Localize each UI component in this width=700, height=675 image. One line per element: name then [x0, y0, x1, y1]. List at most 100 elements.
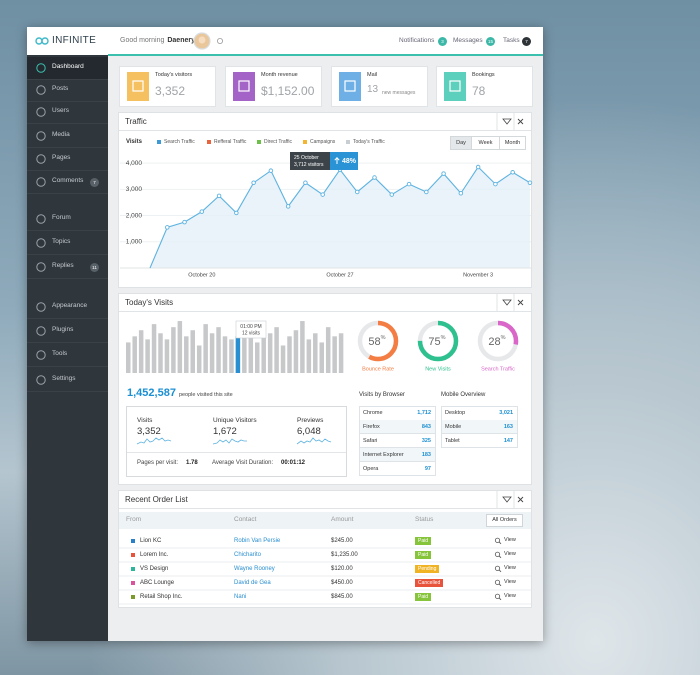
row-label: Firefox	[363, 423, 380, 430]
sidebar-badge: 11	[90, 262, 99, 272]
summary-label: Unique Visitors	[213, 417, 257, 424]
panel-title: Today's Visits	[125, 298, 174, 307]
table-title: Visits by Browser	[359, 392, 405, 398]
sidebar-item[interactable]	[27, 256, 108, 279]
view-link[interactable]: View	[504, 593, 516, 599]
status-badge: Paid	[415, 537, 432, 545]
filter-button[interactable]	[498, 294, 514, 311]
nav-link[interactable]: Messages	[453, 37, 483, 44]
sidebar-item[interactable]	[27, 320, 108, 343]
filter-button[interactable]	[498, 491, 514, 508]
sidebar	[27, 55, 108, 641]
summary-divider	[127, 452, 346, 453]
sidebar-label: Comments	[52, 177, 84, 184]
logo: INFINITE	[52, 35, 97, 46]
sidebar-label: Replies	[52, 262, 74, 269]
table-row	[441, 420, 518, 434]
sidebar-item[interactable]	[27, 101, 108, 124]
status-badge: Cancelled	[415, 579, 444, 587]
sidebar-label: Users	[52, 107, 69, 114]
order-amount: $1,235.00	[331, 552, 358, 558]
pages-label: Pages per visit:	[137, 460, 179, 466]
sidebar-badge: 7	[90, 177, 99, 187]
row-value: 325	[421, 437, 431, 444]
view-link[interactable]: View	[504, 565, 516, 571]
summary-label: Previews	[297, 417, 324, 424]
range-button[interactable]: Month	[499, 136, 526, 150]
orders-panel	[119, 491, 531, 607]
range-button[interactable]: Day	[450, 136, 472, 150]
stat-icon	[233, 72, 255, 101]
panel-title: Traffic	[125, 117, 147, 126]
table-row	[359, 462, 436, 476]
range-button[interactable]: Week	[471, 136, 500, 150]
view-link[interactable]: View	[504, 537, 516, 543]
stat-icon	[127, 72, 149, 101]
column-header: Status	[415, 516, 434, 523]
close-button[interactable]	[515, 294, 531, 311]
contact-link[interactable]: Wayne Rooney	[234, 566, 275, 572]
panel-header	[119, 113, 531, 131]
sidebar-label: Dashboard	[52, 63, 84, 70]
sidebar-item[interactable]	[27, 57, 108, 80]
contact-link[interactable]: Nani	[234, 594, 247, 600]
stat-label: Mail	[367, 72, 378, 78]
sidebar-item[interactable]	[27, 79, 108, 102]
duration-value: 00:01:12	[281, 460, 306, 466]
row-value: 843	[421, 423, 431, 430]
customer-color	[131, 567, 135, 571]
sidebar-item[interactable]	[27, 232, 108, 255]
summary-label: Visits	[137, 417, 153, 424]
header-bar	[27, 27, 543, 55]
sidebar-item[interactable]	[27, 296, 108, 319]
row-value: 3,021	[499, 409, 513, 416]
header-accent	[108, 54, 543, 56]
filter-button[interactable]	[498, 113, 514, 130]
sidebar-item[interactable]	[27, 208, 108, 231]
total-visitors: 1,452,587	[127, 387, 176, 399]
nav-link[interactable]: Notifications	[399, 37, 435, 44]
sidebar-label: Appearance	[52, 302, 88, 309]
sidebar-item[interactable]	[27, 344, 108, 367]
legend-swatch	[207, 140, 211, 144]
row-label: Opera	[363, 465, 379, 472]
summary-value: 3,352	[137, 426, 161, 437]
contact-link[interactable]: Chicharito	[234, 552, 262, 558]
stat-label: Bookings	[472, 72, 495, 78]
sidebar-label: Pages	[52, 154, 71, 161]
nav-badge: 15	[486, 37, 495, 46]
view-link[interactable]: View	[504, 579, 516, 585]
close-button[interactable]	[515, 491, 531, 508]
stat-value: $1,152.00	[261, 84, 315, 98]
sidebar-item[interactable]	[27, 369, 108, 392]
sidebar-item[interactable]	[27, 148, 108, 171]
status-badge: Pending	[415, 565, 440, 573]
legend-label: Search Traffic	[164, 138, 195, 145]
sidebar-item[interactable]	[27, 171, 108, 194]
contact-link[interactable]: David de Gea	[234, 580, 271, 586]
sidebar-item[interactable]	[27, 125, 108, 148]
table-row	[359, 448, 436, 462]
user-name: Daenerys	[167, 37, 199, 44]
stat-label: Month revenue	[261, 72, 298, 78]
sidebar-label: Tools	[52, 350, 68, 357]
stat-value: 13	[367, 84, 379, 95]
total-text: people visited this site	[178, 392, 233, 398]
row-label: Tablet	[445, 437, 460, 444]
legend-label: Refferal Traffic	[214, 138, 247, 145]
view-link[interactable]: View	[504, 551, 516, 557]
all-orders-button[interactable]: All Orders	[486, 514, 523, 527]
contact-link[interactable]: Robin Van Persie	[234, 538, 281, 544]
pages-value: 1.78	[186, 460, 198, 466]
greeting: Good morning	[120, 37, 165, 44]
table-row	[359, 434, 436, 448]
panel-header	[119, 294, 531, 312]
sidebar-label: Media	[52, 131, 70, 138]
panel-title: Recent Order List	[125, 495, 188, 504]
nav-link[interactable]: Tasks	[503, 37, 520, 44]
customer-name: VS Design	[140, 566, 169, 572]
order-amount: $245.00	[331, 538, 353, 544]
row-label: Mobile	[445, 423, 462, 430]
close-button[interactable]	[515, 113, 531, 130]
